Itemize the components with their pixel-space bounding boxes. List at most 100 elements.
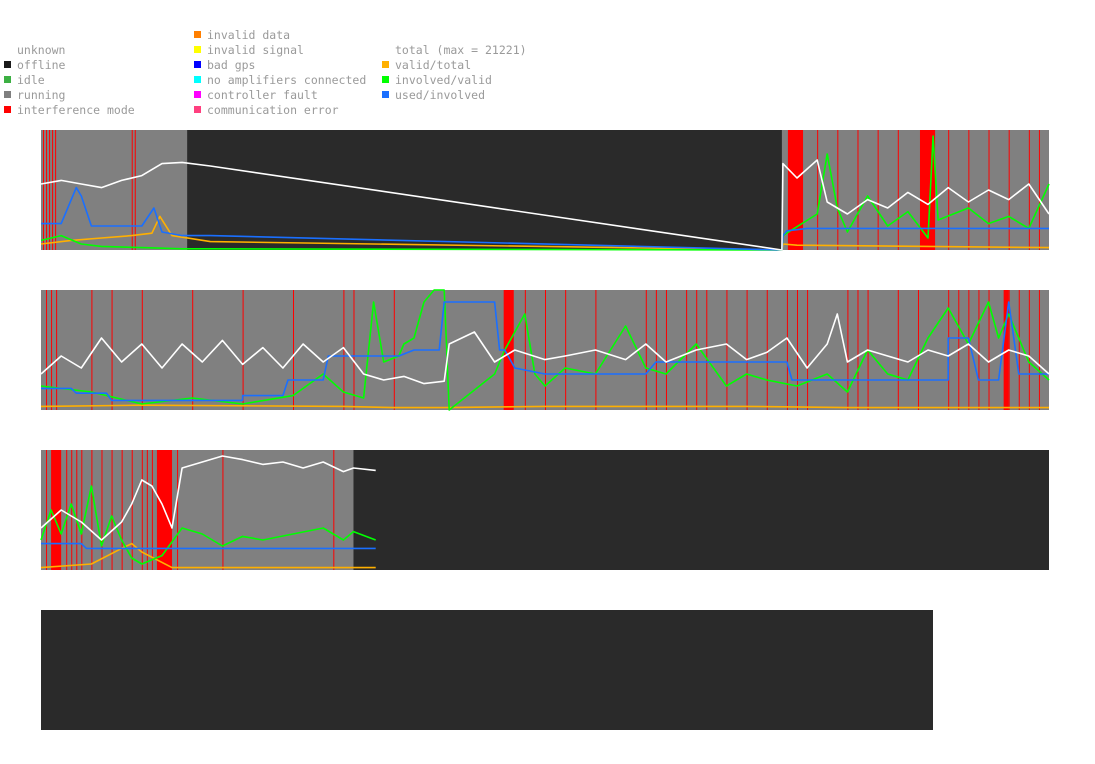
interference-marker <box>141 450 143 570</box>
interference-marker <box>46 130 48 250</box>
interference-marker <box>51 290 53 410</box>
interference-marker <box>726 290 728 410</box>
legend-item-used-involved: used/involved <box>382 89 485 102</box>
legend-item-bad-gps: bad gps <box>194 59 255 72</box>
interference-marker <box>121 450 123 570</box>
series-line-valid-total <box>40 215 1050 251</box>
interference-marker <box>134 130 136 250</box>
legend-item-invalid-data: invalid data <box>194 29 290 42</box>
interference-marker <box>746 290 748 410</box>
interference-marker <box>76 450 78 570</box>
series-line-involved-valid <box>40 289 1050 411</box>
interference-marker <box>151 450 153 570</box>
series-line-used-involved <box>41 542 376 550</box>
legend-swatch <box>194 91 201 98</box>
interference-marker <box>877 130 879 250</box>
series-line-used-involved <box>41 186 1049 251</box>
running-segment <box>41 450 354 570</box>
interference-marker <box>1028 130 1030 250</box>
interference-marker <box>333 450 335 570</box>
legend-item-valid-total: valid/total <box>382 59 471 72</box>
interference-marker <box>56 290 58 410</box>
interference-marker <box>1038 290 1040 410</box>
interference-marker <box>141 290 143 410</box>
interference-marker <box>293 290 294 410</box>
interference-band <box>1003 290 1009 410</box>
interference-marker <box>857 130 859 250</box>
interference-marker <box>161 450 163 570</box>
interference-marker <box>71 450 73 570</box>
interference-marker <box>56 450 58 570</box>
interference-marker <box>49 130 51 250</box>
interference-marker <box>52 130 54 250</box>
interference-marker <box>111 450 113 570</box>
legend-swatch <box>194 31 201 38</box>
series-line-valid-total <box>40 404 1049 409</box>
legend-item-offline: offline <box>4 59 65 72</box>
interference-marker <box>1008 130 1010 250</box>
interference-marker <box>1028 290 1030 410</box>
interference-marker <box>192 290 194 410</box>
chart-row-4 <box>41 610 933 730</box>
interference-marker <box>81 450 83 570</box>
interference-marker <box>817 130 819 250</box>
interference-marker <box>1018 290 1020 410</box>
interference-marker <box>897 290 899 410</box>
interference-marker <box>46 290 48 410</box>
legend-swatch <box>194 76 201 83</box>
interference-marker <box>91 450 93 570</box>
interference-marker <box>131 450 133 570</box>
legend-item-controller-fault: controller fault <box>194 89 318 102</box>
interference-marker <box>807 290 809 410</box>
interference-marker <box>177 450 179 570</box>
interference-marker <box>766 290 768 410</box>
interference-marker <box>857 290 859 410</box>
running-segment <box>781 130 1049 250</box>
legend-swatch <box>4 76 11 83</box>
legend-item-running: running <box>4 89 65 102</box>
interference-marker <box>978 290 980 410</box>
interference-marker <box>393 290 395 410</box>
interference-marker <box>786 290 788 410</box>
legend-swatch <box>4 91 11 98</box>
interference-marker <box>66 450 68 570</box>
series-line-total <box>40 455 376 541</box>
interference-marker <box>222 450 224 570</box>
interference-marker <box>897 130 899 250</box>
chart-row-1 <box>40 130 1050 251</box>
legend-item-involved-valid: involved/valid <box>382 74 492 87</box>
legend-swatch <box>382 91 389 98</box>
series-line-total <box>40 313 1050 385</box>
interference-marker <box>968 130 970 250</box>
interference-band <box>503 290 514 410</box>
interference-band <box>787 130 804 250</box>
offline-background <box>41 610 933 730</box>
interference-marker <box>686 290 688 410</box>
interference-marker <box>917 290 919 410</box>
interference-marker <box>948 130 950 250</box>
interference-marker <box>565 290 567 410</box>
interference-marker <box>131 130 133 250</box>
legend-item-unknown: unknown <box>17 43 66 57</box>
legend-swatch <box>382 76 389 83</box>
interference-marker <box>645 290 647 410</box>
legend-item-communication-error: communication error <box>194 104 339 117</box>
series-line-used-involved <box>41 301 1049 402</box>
legend-item-no-amplifiers: no amplifiers connected <box>194 74 366 87</box>
interference-marker <box>353 290 355 410</box>
series-line-total <box>40 159 1050 251</box>
legend-swatch <box>4 61 11 68</box>
legend-swatch <box>4 106 11 113</box>
legend-item-invalid-signal: invalid signal <box>194 44 304 57</box>
interference-marker <box>988 290 990 410</box>
interference-marker <box>524 290 526 410</box>
legend-item-total: total (max = 21221) <box>395 43 527 57</box>
interference-marker <box>91 290 93 410</box>
interference-marker <box>837 130 839 250</box>
interference-marker <box>706 290 708 410</box>
series-line-involved-valid <box>40 135 1050 251</box>
interference-marker <box>242 290 244 410</box>
interference-marker <box>101 450 103 570</box>
interference-marker <box>665 290 667 410</box>
